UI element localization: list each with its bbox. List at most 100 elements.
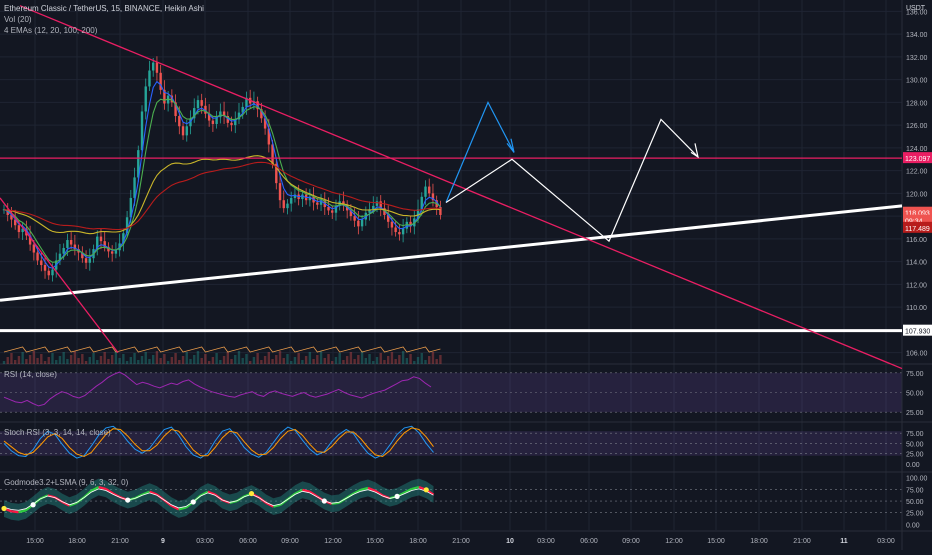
symbol-legend[interactable]: Ethereum Classic / TetherUS, 15, BINANCE… — [4, 4, 204, 13]
price-tick-label: 132.00 — [906, 55, 928, 62]
godmode-signal-dot — [423, 487, 429, 493]
volume-bar — [13, 360, 17, 364]
candle-body — [222, 111, 226, 117]
volume-bar — [43, 361, 47, 364]
candle-body — [32, 244, 36, 253]
volume-bar — [245, 354, 248, 364]
drawings[interactable] — [0, 5, 903, 370]
time-tick-label: 10 — [506, 538, 514, 545]
candle-body — [416, 209, 420, 219]
last-price-badge: 118.093 — [905, 211, 930, 218]
time-tick-label: 11 — [840, 538, 848, 545]
volume-bar — [163, 354, 166, 364]
volume-bar — [51, 353, 54, 364]
stoch-pane-title[interactable]: Stoch RSI (3, 3, 14, 14, close) — [4, 428, 111, 437]
godmode-wave-segment — [374, 489, 384, 497]
volume-bar — [103, 352, 106, 364]
godmode-wave-segment — [273, 503, 281, 508]
volume-bar — [439, 355, 442, 364]
candle-body — [215, 117, 218, 124]
godmode-wave-segment — [90, 486, 100, 492]
time-tick-label: 15:00 — [366, 538, 384, 545]
volume-bar — [110, 355, 114, 364]
time-tick-label: 03:00 — [537, 538, 555, 545]
volume-bar — [290, 361, 293, 364]
candle-body — [241, 106, 244, 113]
volume-bar — [379, 353, 382, 364]
candle-body — [424, 186, 427, 197]
candle-body — [245, 97, 248, 107]
volume-bar — [2, 361, 6, 364]
countdown-badge-bg — [903, 214, 932, 226]
volume-bar — [174, 353, 177, 364]
candle-body — [58, 253, 62, 261]
volume-bar — [342, 360, 345, 364]
candle-body — [28, 235, 32, 245]
candle-body — [88, 258, 91, 263]
godmode-wave-segment — [207, 490, 216, 496]
candle-body — [398, 232, 401, 235]
volume-bar — [353, 359, 356, 364]
candle-body — [178, 116, 181, 127]
volume-bar — [431, 352, 435, 364]
candle-body — [319, 200, 323, 205]
volume-bar — [81, 354, 84, 364]
volume-bar — [327, 354, 330, 364]
descending-trendline — [19, 5, 903, 370]
time-tick-label: 03:00 — [196, 538, 214, 545]
time-tick-label: 21:00 — [111, 538, 129, 545]
volume-bar — [32, 351, 36, 364]
price-tick-label: 124.00 — [906, 146, 928, 153]
godmode-wave-segment — [302, 488, 311, 493]
candle-body — [69, 240, 73, 245]
volume-bar — [416, 357, 420, 364]
candle-body — [226, 116, 229, 123]
candle-body — [379, 201, 382, 209]
pane-tick-label: 50.00 — [906, 391, 924, 398]
volume-bar — [222, 356, 226, 364]
pane-tick-label: 75.00 — [906, 487, 924, 494]
godmode-wave-segment — [352, 488, 362, 495]
volume-bar — [357, 355, 360, 364]
godmode-pane-title[interactable]: Godmode3.2+LSMA (9, 6, 3, 32, 0) — [4, 478, 129, 487]
godmode-wave-segment — [411, 485, 420, 490]
pane-tick-label: 25.00 — [906, 410, 924, 417]
candle-body — [13, 219, 17, 226]
ema-legend[interactable]: 4 EMAs (12, 20, 100, 200) — [4, 26, 98, 35]
time-tick-label: 15:00 — [26, 538, 44, 545]
time-tick-label: 03:00 — [877, 538, 895, 545]
volume-bar — [409, 354, 412, 364]
godmode-cloud — [4, 478, 434, 521]
volume-bar — [312, 359, 315, 364]
price-tick-label: 130.00 — [906, 78, 928, 85]
godmode-wave-segment — [141, 490, 150, 496]
volume-bar — [271, 359, 274, 364]
ascending-trendline — [0, 204, 903, 302]
candle-body — [316, 202, 319, 205]
candle-body — [40, 260, 43, 266]
pane-tick-label: 25.00 — [906, 511, 924, 518]
volume-legend[interactable]: Vol (20) — [4, 15, 32, 24]
candle-body — [420, 196, 423, 210]
volume-bar — [47, 357, 50, 364]
rsi-pane-title[interactable]: RSI (14, close) — [4, 370, 57, 379]
volume-bar — [345, 356, 349, 364]
volume-bar — [256, 353, 259, 364]
volume-bar — [275, 355, 278, 364]
candle-body — [137, 150, 140, 178]
volume-bar — [372, 361, 375, 364]
price-tick-label: 112.00 — [906, 282, 927, 289]
godmode-wave-segment — [98, 485, 107, 490]
volume-bar — [215, 353, 218, 364]
godmode-signal-dot — [1, 505, 7, 512]
blue-projection-path — [445, 100, 515, 203]
volume-bar — [189, 359, 192, 364]
volume-bar — [10, 353, 13, 364]
volume-bar — [316, 355, 319, 364]
godmode-wave-segment — [331, 501, 340, 505]
volume-bar — [248, 361, 252, 364]
